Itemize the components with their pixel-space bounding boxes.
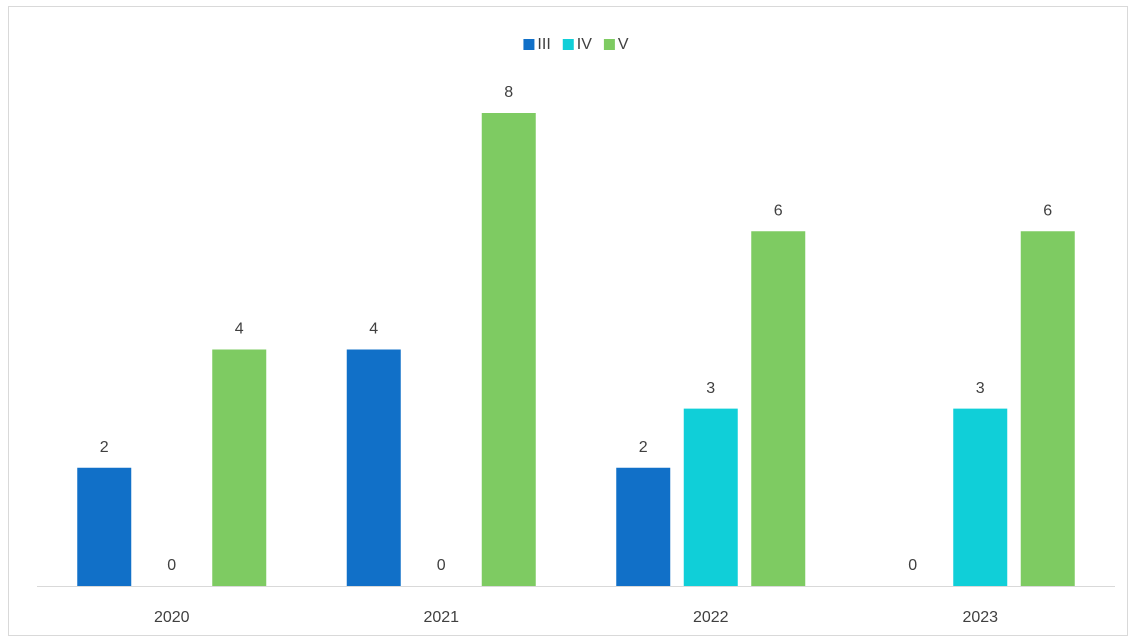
legend-swatch	[562, 39, 574, 50]
legend-label: V	[618, 36, 629, 53]
bar	[77, 467, 132, 586]
legend-label: III	[537, 36, 550, 53]
data-label: 3	[706, 380, 715, 397]
data-label: 8	[504, 84, 513, 101]
bar	[751, 231, 806, 586]
x-tick-label: 2020	[154, 609, 190, 626]
bar	[1020, 231, 1075, 586]
data-label: 0	[908, 557, 917, 574]
data-label: 0	[437, 557, 446, 574]
data-label: 6	[1043, 202, 1052, 219]
x-tick-label: 2022	[693, 609, 729, 626]
data-label: 2	[100, 439, 109, 456]
bar	[346, 349, 401, 586]
bar	[616, 467, 671, 586]
data-label: 2	[639, 439, 648, 456]
bar	[683, 408, 738, 586]
legend-swatch	[603, 39, 615, 50]
bar	[481, 113, 536, 586]
data-label: 4	[235, 321, 244, 338]
legend-label: IV	[577, 36, 592, 53]
bar	[953, 408, 1008, 586]
data-label: 3	[976, 380, 985, 397]
x-tick-label: 2021	[423, 609, 459, 626]
chart-border	[8, 6, 1128, 636]
bar	[212, 349, 267, 586]
data-label: 0	[167, 557, 176, 574]
x-tick-label: 2023	[962, 609, 998, 626]
data-label: 4	[369, 321, 378, 338]
legend-swatch	[523, 39, 535, 50]
data-label: 6	[774, 202, 783, 219]
